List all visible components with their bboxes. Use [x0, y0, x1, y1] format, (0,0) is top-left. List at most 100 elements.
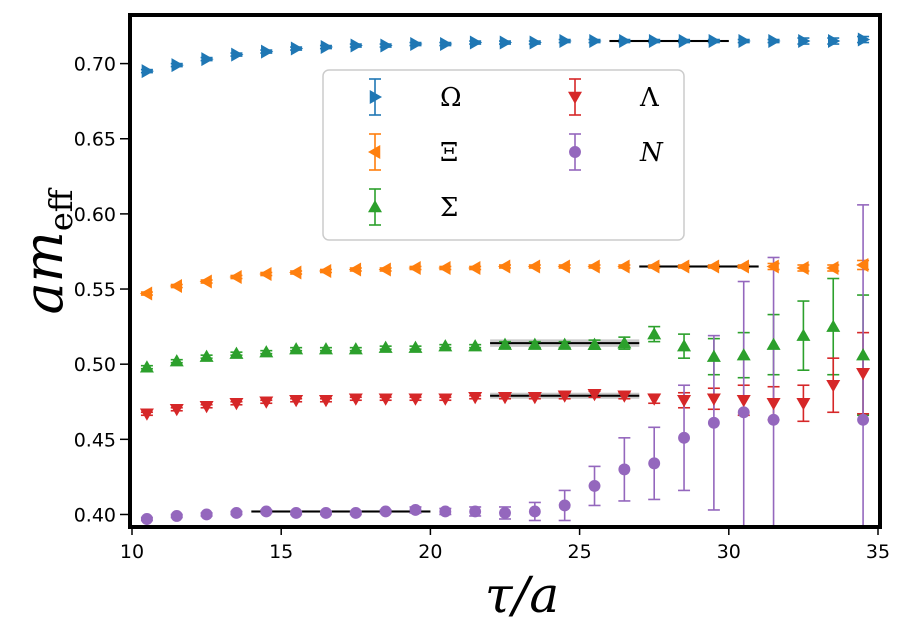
y-tick-label: 0.65 — [74, 129, 116, 151]
series-4-point — [796, 398, 811, 411]
series-5-point — [200, 508, 213, 521]
series-3-point — [856, 348, 871, 361]
plot-frame — [128, 13, 882, 529]
series-4-point — [259, 396, 274, 409]
series-2-point — [468, 260, 481, 275]
series-5-point — [648, 457, 661, 470]
series-4-point — [318, 395, 333, 408]
series-3-point — [259, 345, 274, 358]
y-tick-label: 0.55 — [74, 279, 116, 301]
series-1-point — [559, 34, 572, 49]
series-4-point — [139, 408, 154, 421]
series-2-point — [736, 259, 749, 274]
series-3-point — [378, 340, 393, 353]
series-4-point — [647, 393, 662, 406]
series-1-point — [350, 38, 363, 53]
series-3-point — [498, 337, 512, 350]
series-2-point — [498, 259, 511, 274]
series-1-point — [857, 32, 871, 47]
series-3-point — [617, 336, 632, 349]
series-4-point — [169, 404, 184, 417]
series-2-point — [706, 259, 720, 274]
series-1-point — [619, 34, 632, 49]
series-3-point — [557, 337, 572, 350]
series-2-point — [348, 262, 362, 277]
series-2-point — [587, 259, 600, 274]
series-5-point — [737, 406, 750, 419]
series-1-point — [738, 34, 751, 49]
series-2-point — [139, 286, 153, 301]
series-2-point — [318, 264, 332, 278]
series-5-point — [618, 463, 631, 476]
series-2-point — [229, 270, 242, 285]
series-3-point — [647, 327, 662, 340]
legend-entry-5-label: N — [639, 138, 664, 168]
x-tick-label: 20 — [418, 541, 442, 563]
series-1-point — [410, 37, 423, 52]
series-5-point — [857, 413, 870, 426]
legend-entry-1-label: Ω — [440, 83, 462, 113]
series-5-point — [499, 507, 511, 519]
series-3-point — [438, 339, 453, 352]
series-2-point — [647, 259, 660, 274]
legend-entry-5-marker — [569, 146, 581, 158]
series-4-point — [736, 395, 751, 408]
series-1-point — [469, 35, 483, 50]
series-2-point — [557, 259, 570, 274]
y-axis-ticks: 0.40 0.45 0.50 0.55 0.60 0.65 0.70 — [74, 54, 128, 526]
series-4-point — [468, 391, 483, 405]
legend-entry-2-label: Ξ — [440, 138, 458, 168]
series-4-point — [348, 393, 363, 406]
series-3-point — [796, 328, 811, 341]
series-4-point — [378, 393, 393, 406]
series-1-point — [320, 40, 333, 55]
series-3-point — [527, 337, 542, 350]
series-5-point — [320, 507, 332, 519]
x-tick-label: 25 — [568, 541, 592, 563]
series-1-point — [380, 38, 393, 53]
series-5-point — [290, 507, 303, 519]
series-5-point — [170, 510, 183, 522]
series-5-point — [349, 507, 362, 519]
legend-entry-1-marker — [369, 90, 382, 104]
series-3-point — [766, 337, 781, 350]
series-2-point — [527, 259, 541, 274]
series-1-point — [827, 34, 841, 49]
y-tick-label: 0.45 — [74, 429, 116, 451]
series-3-point — [408, 340, 423, 353]
series-2-point — [169, 279, 183, 294]
legend-entry-4-marker — [568, 91, 582, 104]
series-1-point — [529, 35, 542, 50]
series-4-point — [706, 393, 721, 406]
series-5-point — [469, 505, 482, 518]
series-1-point — [708, 34, 721, 49]
series-1-point — [589, 34, 602, 49]
legend-entry-4-label: Λ — [639, 83, 660, 113]
series-2-point — [617, 259, 630, 274]
series-4-point — [498, 391, 512, 405]
legend-entry-3-marker — [368, 200, 382, 213]
series-3-point — [169, 354, 184, 367]
series-2-point — [199, 274, 212, 289]
series-1-point — [141, 64, 154, 79]
series-5-point — [140, 513, 153, 525]
series-4-point — [438, 393, 453, 406]
series-3-point — [139, 360, 154, 373]
series-3-point — [318, 342, 333, 355]
series-1-point — [261, 44, 274, 59]
series-3-point — [199, 349, 214, 362]
series-5-point — [678, 431, 690, 444]
legend-frame — [322, 69, 685, 241]
series-3-point — [468, 339, 483, 352]
series-5-point — [379, 505, 392, 518]
series-4-point — [766, 398, 781, 411]
series-2-point — [677, 259, 690, 274]
series-1-point — [201, 52, 214, 67]
series-1-point — [648, 34, 662, 49]
series-1-point — [678, 34, 692, 49]
series-4-point — [826, 379, 841, 393]
series-3-point — [706, 349, 721, 362]
series-5-point — [588, 479, 601, 492]
series-3-point — [229, 346, 244, 359]
series-2-point — [289, 265, 302, 280]
